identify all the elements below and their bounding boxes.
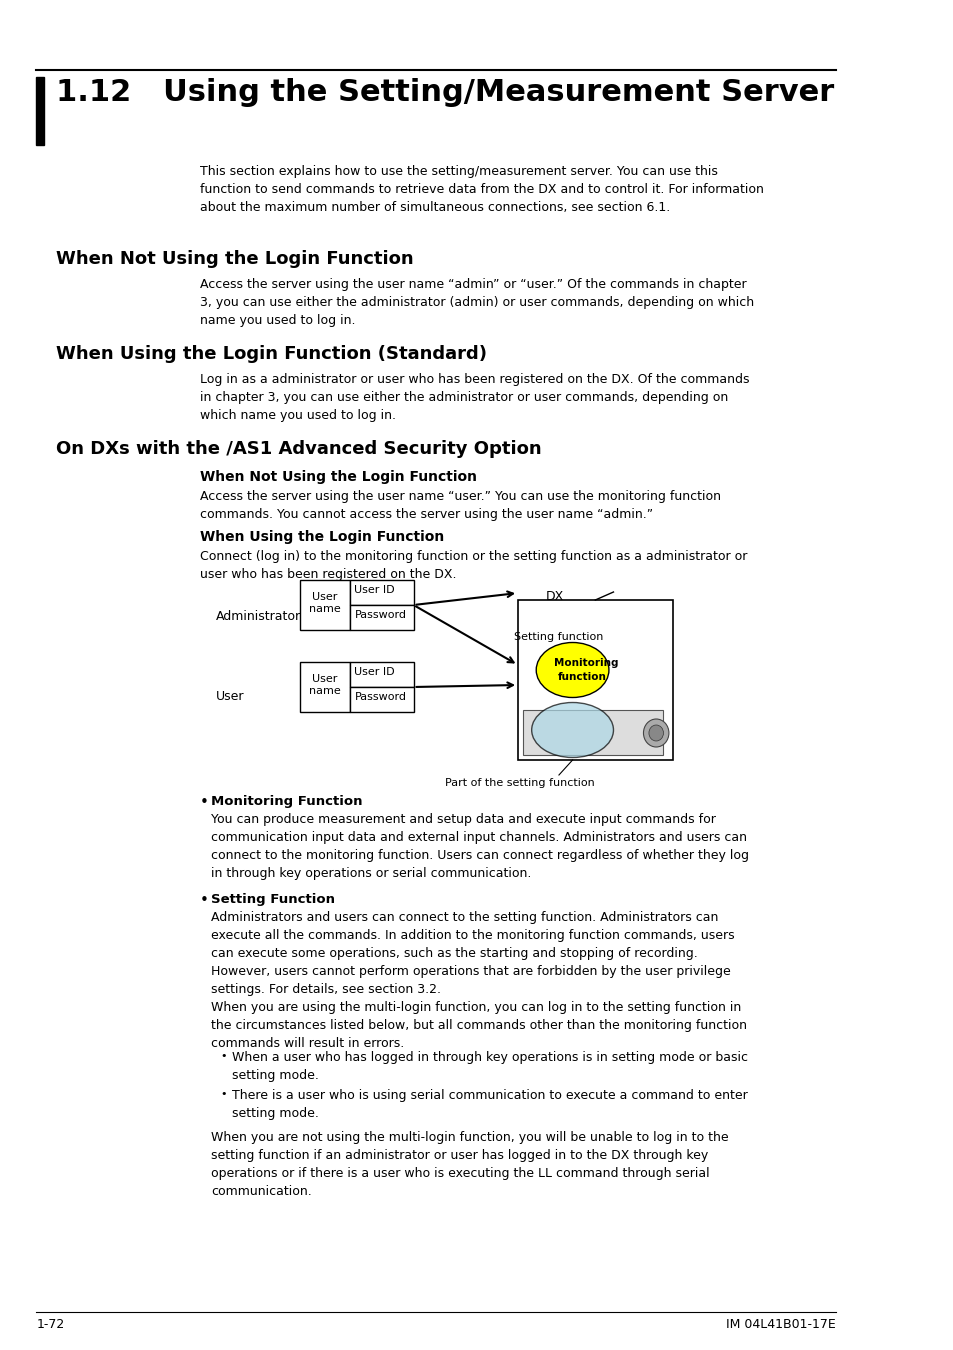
Text: When Not Using the Login Function: When Not Using the Login Function [56, 250, 414, 269]
Text: User: User [216, 690, 245, 703]
Bar [350, 687, 413, 711]
Text: When Using the Login Function (Standard): When Using the Login Function (Standard) [56, 346, 487, 363]
Text: Access the server using the user name “user.” You can use the monitoring functio: Access the server using the user name “u… [200, 490, 720, 521]
Text: User
name: User name [308, 593, 340, 614]
Text: Administrator: Administrator [216, 610, 301, 622]
Bar [299, 580, 350, 630]
Text: When a user who has logged in through key operations is in setting mode or basic: When a user who has logged in through ke… [232, 1052, 747, 1081]
Circle shape [642, 720, 668, 747]
Text: Log in as a administrator or user who has been registered on the DX. Of the comm: Log in as a administrator or user who ha… [200, 373, 749, 423]
Text: When you are not using the multi-login function, you will be unable to log in to: When you are not using the multi-login f… [211, 1131, 728, 1197]
Bar [299, 662, 350, 711]
Text: 1-72: 1-72 [36, 1318, 65, 1331]
Text: •: • [221, 1052, 227, 1061]
Bar [350, 662, 413, 687]
Ellipse shape [536, 643, 608, 698]
Text: function: function [558, 672, 606, 682]
Text: IM 04L41B01-17E: IM 04L41B01-17E [725, 1318, 835, 1331]
Text: Setting Function: Setting Function [211, 892, 335, 906]
Text: User ID: User ID [355, 585, 395, 595]
Bar [350, 580, 413, 605]
Text: On DXs with the /AS1 Advanced Security Option: On DXs with the /AS1 Advanced Security O… [56, 440, 541, 458]
Bar [522, 710, 662, 755]
Text: Access the server using the user name “admin” or “user.” Of the commands in chap: Access the server using the user name “a… [200, 278, 753, 327]
Text: •: • [200, 892, 209, 909]
Text: Password: Password [355, 610, 406, 620]
Ellipse shape [531, 702, 613, 757]
Text: Setting function: Setting function [513, 632, 602, 643]
FancyBboxPatch shape [517, 599, 672, 760]
Text: DX: DX [545, 590, 563, 603]
Text: Administrators and users can connect to the setting function. Administrators can: Administrators and users can connect to … [211, 911, 746, 1050]
Text: You can produce measurement and setup data and execute input commands for
commun: You can produce measurement and setup da… [211, 813, 748, 880]
Circle shape [648, 725, 662, 741]
Bar [350, 605, 413, 630]
Text: Part of the setting function: Part of the setting function [445, 778, 595, 788]
Text: 1.12   Using the Setting/Measurement Server: 1.12 Using the Setting/Measurement Serve… [56, 78, 834, 107]
Text: This section explains how to use the setting/measurement server. You can use thi: This section explains how to use the set… [200, 165, 763, 215]
Text: User ID: User ID [355, 667, 395, 676]
Text: Monitoring Function: Monitoring Function [211, 795, 362, 809]
Text: Monitoring: Monitoring [554, 657, 618, 668]
Text: Connect (log in) to the monitoring function or the setting function as a adminis: Connect (log in) to the monitoring funct… [200, 549, 746, 580]
Text: •: • [200, 795, 209, 810]
Text: When Using the Login Function: When Using the Login Function [200, 531, 444, 544]
Text: There is a user who is using serial communication to execute a command to enter
: There is a user who is using serial comm… [232, 1089, 747, 1120]
Bar [36, 77, 44, 144]
Text: Password: Password [355, 693, 406, 702]
Text: User
name: User name [308, 674, 340, 695]
Text: When Not Using the Login Function: When Not Using the Login Function [200, 470, 477, 485]
Text: •: • [221, 1089, 227, 1099]
